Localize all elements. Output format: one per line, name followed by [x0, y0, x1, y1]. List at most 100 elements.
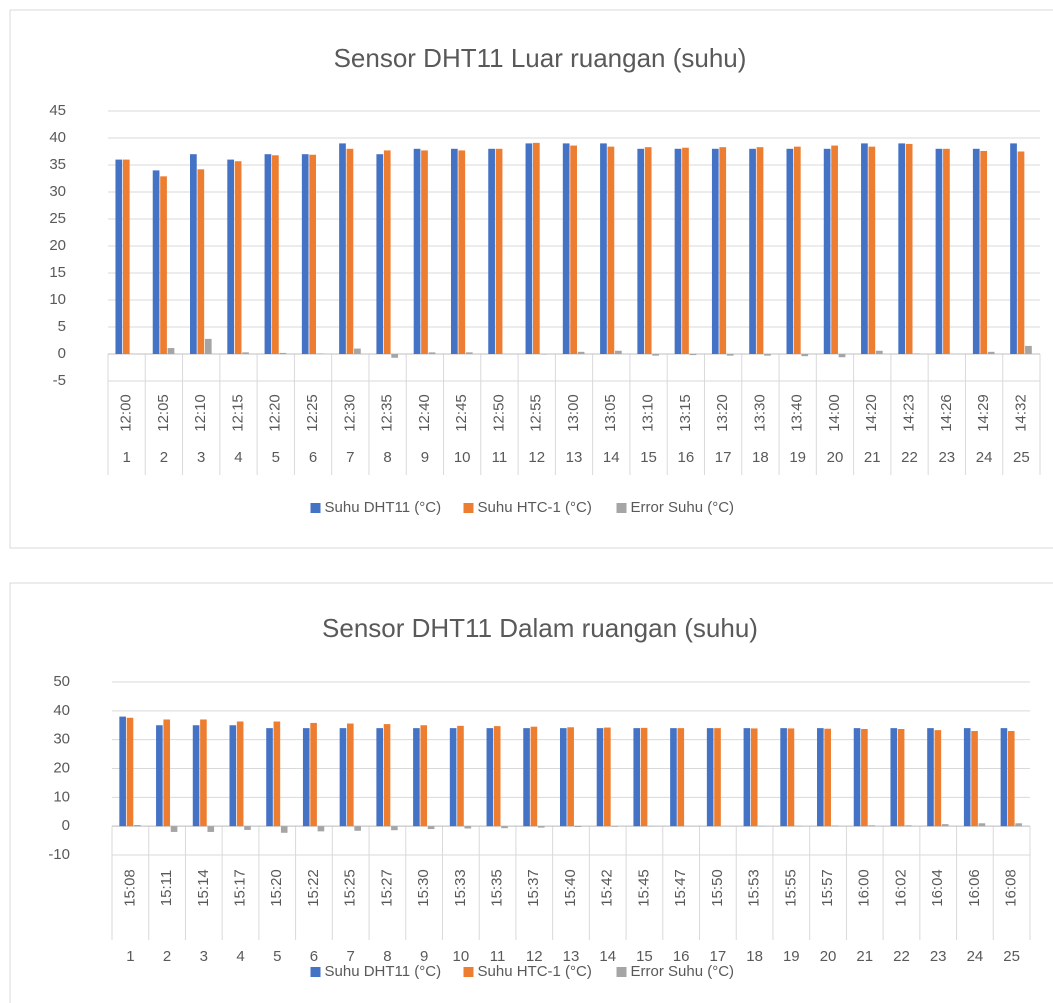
bar	[523, 728, 530, 827]
bar	[562, 143, 570, 354]
bar	[637, 148, 645, 354]
y-tick-label: 15	[49, 264, 66, 281]
y-tick-label: 45	[49, 102, 66, 119]
bar	[824, 728, 831, 827]
bar	[817, 728, 824, 827]
x-tick-label: 15:33	[452, 869, 469, 907]
y-tick-label: 40	[49, 129, 66, 146]
bar	[317, 826, 325, 832]
x-index-label: 19	[783, 948, 800, 965]
y-tick-label: -5	[53, 372, 66, 389]
x-tick-label: 12:20	[267, 394, 284, 432]
x-index-label: 11	[492, 449, 508, 466]
bar	[905, 143, 913, 354]
bar	[604, 727, 611, 827]
y-tick-label: 5	[58, 318, 66, 335]
x-index-label: 7	[347, 948, 355, 965]
x-tick-label: 13:30	[751, 394, 768, 432]
x-tick-label: 12:05	[155, 394, 172, 432]
x-tick-label: 15:27	[378, 869, 395, 907]
x-index-label: 9	[420, 948, 428, 965]
x-index-label: 16	[677, 449, 694, 466]
x-tick-label: 15:45	[635, 869, 652, 907]
bar	[229, 725, 237, 827]
x-tick-label: 15:57	[819, 869, 836, 907]
bar	[719, 147, 727, 354]
legend-label: Suhu DHT11 (°C)	[325, 963, 442, 980]
bar	[309, 154, 317, 354]
x-index-label: 13	[563, 948, 580, 965]
bar	[347, 723, 354, 827]
x-tick-label: 16:06	[966, 869, 983, 907]
bar	[302, 728, 310, 827]
x-tick-label: 15:08	[121, 869, 138, 907]
bar	[644, 147, 652, 354]
x-index-label: 17	[710, 948, 727, 965]
bar	[890, 728, 898, 827]
x-tick-label: 12:30	[341, 394, 358, 432]
legend-label: Suhu HTC-1 (°C)	[478, 963, 592, 980]
bar	[689, 354, 697, 356]
x-tick-label: 12:45	[453, 394, 470, 432]
bar	[279, 352, 287, 354]
legend-label: Suhu HTC-1 (°C)	[478, 499, 592, 516]
bar	[197, 169, 205, 354]
bar	[838, 354, 846, 358]
bar	[525, 143, 533, 354]
x-tick-label: 13:00	[565, 394, 582, 432]
bar	[122, 159, 130, 354]
bar	[905, 825, 912, 827]
bar	[160, 176, 167, 354]
bar	[677, 728, 685, 827]
x-index-label: 21	[856, 948, 873, 965]
x-index-label: 10	[452, 948, 469, 965]
bar	[207, 826, 215, 832]
x-tick-label: 15:53	[746, 869, 763, 907]
bar	[420, 725, 428, 827]
bar	[273, 721, 281, 827]
bar	[190, 154, 197, 354]
x-index-label: 20	[827, 449, 844, 466]
x-tick-label: 13:05	[602, 394, 619, 432]
bar	[971, 731, 978, 827]
y-tick-label: 30	[53, 731, 70, 748]
x-tick-label: 15:47	[672, 869, 689, 907]
bar	[570, 145, 577, 354]
bar	[868, 825, 876, 827]
y-tick-label: 0	[62, 817, 70, 834]
bar	[935, 148, 943, 354]
x-tick-label: 15:22	[305, 869, 322, 907]
x-index-label: 15	[636, 948, 653, 965]
x-tick-label: 12:40	[416, 394, 433, 432]
bar	[853, 728, 861, 827]
bar	[711, 148, 719, 354]
chart-title: Sensor DHT11 Luar ruangan (suhu)	[334, 43, 747, 73]
x-tick-label: 13:20	[714, 394, 731, 432]
bar	[458, 150, 466, 354]
bar	[316, 353, 324, 354]
bar	[170, 826, 178, 832]
bar	[559, 728, 567, 827]
bar	[600, 143, 607, 354]
bar	[383, 150, 391, 354]
legend-label: Error Suhu (°C)	[631, 499, 735, 516]
x-index-label: 7	[346, 449, 354, 466]
bar	[861, 728, 868, 827]
bar	[652, 354, 659, 356]
x-index-label: 9	[421, 449, 429, 466]
bar	[780, 728, 787, 827]
bar	[831, 145, 838, 354]
bar	[934, 730, 942, 827]
x-tick-label: 14:32	[1012, 394, 1029, 432]
bar	[376, 728, 383, 827]
bar	[493, 726, 501, 827]
x-tick-label: 14:20	[863, 394, 880, 432]
bar	[615, 350, 622, 354]
x-index-label: 25	[1013, 449, 1030, 466]
bar	[875, 350, 883, 354]
x-index-label: 3	[200, 948, 208, 965]
bar	[264, 154, 272, 354]
bar	[280, 826, 288, 833]
x-tick-label: 15:17	[231, 869, 248, 907]
x-tick-label: 15:14	[195, 869, 212, 907]
